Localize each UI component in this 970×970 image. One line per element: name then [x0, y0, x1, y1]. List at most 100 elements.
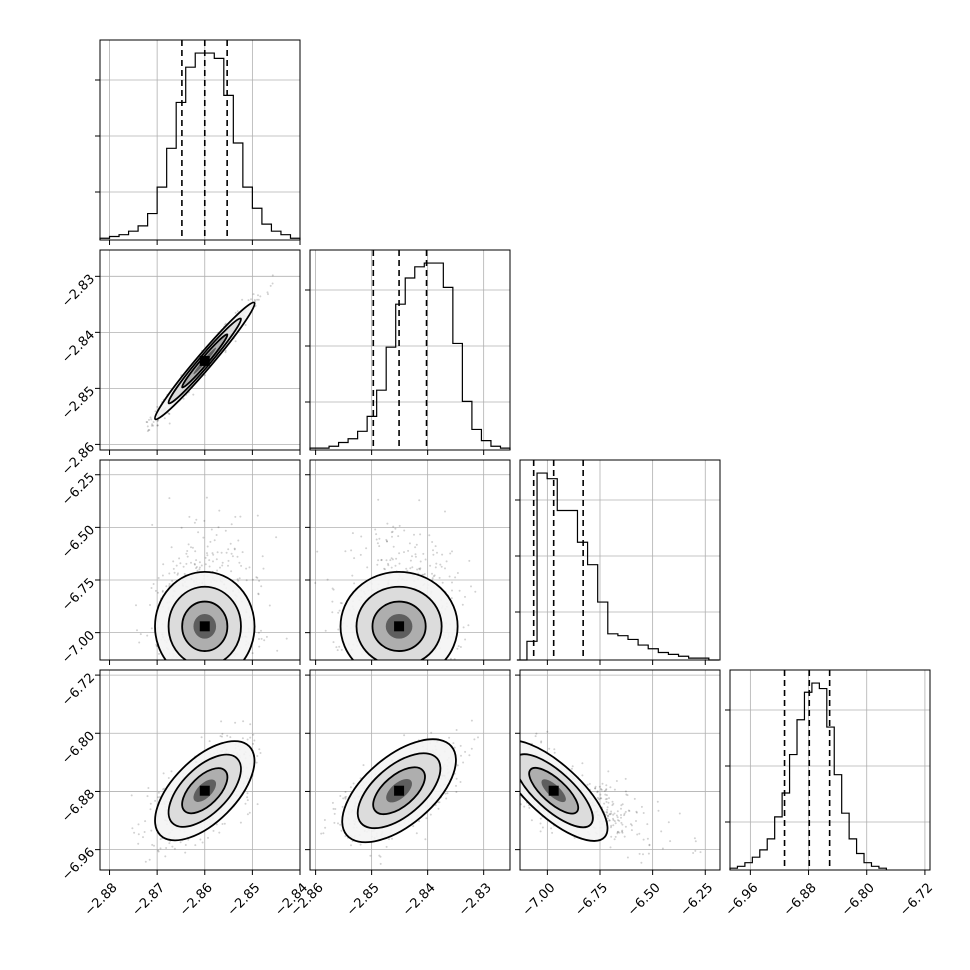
scatter-point	[211, 552, 214, 555]
scatter-point	[386, 522, 389, 525]
scatter-point	[234, 515, 237, 518]
scatter-point	[411, 672, 413, 674]
scatter-point	[375, 533, 378, 536]
scatter-point	[159, 838, 162, 841]
x-tick-label: −2.86	[177, 880, 216, 919]
scatter-point	[453, 746, 456, 749]
scatter-point	[457, 645, 460, 648]
scatter-point	[344, 550, 347, 553]
scatter-point	[209, 540, 212, 543]
scatter-point	[138, 641, 141, 644]
scatter-point	[413, 533, 415, 536]
y-tick-label: −6.96	[59, 845, 98, 884]
scatter-point	[161, 590, 164, 593]
scatter-point	[245, 579, 248, 582]
scatter-point	[344, 797, 347, 800]
scatter-point	[173, 847, 176, 850]
scatter-point	[165, 585, 168, 588]
scatter-point	[387, 562, 389, 565]
scatter-point	[165, 847, 168, 849]
y-tick-label: −2.85	[59, 384, 98, 423]
scatter-point	[179, 841, 182, 844]
scatter-point	[361, 665, 363, 667]
scatter-point	[157, 796, 159, 799]
scatter-point	[332, 641, 335, 644]
scatter-point	[635, 820, 637, 822]
scatter-point	[388, 664, 390, 666]
x-tick-label: −2.84	[400, 880, 439, 919]
scatter-point	[414, 555, 417, 558]
scatter-point	[403, 666, 405, 668]
scatter-point	[213, 539, 216, 542]
scatter-point	[391, 535, 393, 538]
scatter-point	[234, 311, 237, 314]
scatter-point	[230, 570, 233, 573]
scatter-point	[438, 801, 441, 804]
scatter-point	[633, 797, 636, 800]
scatter-point	[217, 681, 219, 683]
scatter-point	[150, 418, 153, 421]
scatter-point	[237, 539, 240, 542]
scatter-point	[359, 553, 362, 556]
scatter-point	[352, 664, 354, 666]
scatter-point	[387, 677, 389, 679]
scatter-point	[212, 553, 215, 556]
scatter-point	[455, 777, 458, 780]
scatter-point	[146, 795, 149, 798]
scatter-panel-0-3: −2.88 −2.87 −2.86 −2.85 −2.84−6.96−6.88−6.80…	[59, 669, 311, 919]
scatter-point	[255, 576, 258, 579]
scatter-point	[186, 555, 189, 558]
scatter-point	[468, 754, 471, 757]
scatter-point	[324, 629, 327, 632]
scatter-point	[231, 555, 234, 558]
scatter-point	[407, 549, 410, 552]
scatter-point	[260, 585, 263, 588]
scatter-point	[342, 797, 345, 800]
scatter-point	[195, 559, 198, 562]
scatter-point	[414, 661, 416, 663]
scatter-point	[403, 529, 406, 532]
scatter-point	[415, 543, 418, 546]
scatter-point	[398, 524, 401, 527]
scatter-point	[452, 661, 454, 663]
density-peak	[394, 621, 405, 632]
scatter-point	[387, 564, 390, 567]
scatter-point	[184, 844, 187, 846]
scatter-point	[145, 666, 147, 668]
scatter-point	[379, 862, 382, 865]
scatter-point	[356, 661, 358, 663]
scatter-point	[418, 567, 420, 570]
scatter-point	[359, 777, 362, 780]
scatter-point	[209, 661, 211, 663]
scatter-point	[336, 649, 339, 652]
scatter-point	[408, 672, 410, 674]
scatter-point	[378, 545, 381, 548]
scatter-point	[156, 424, 159, 427]
scatter-point	[620, 814, 622, 816]
scatter-point	[432, 549, 434, 552]
scatter-point	[234, 665, 236, 667]
y-tick-label: −6.72	[59, 671, 98, 710]
scatter-point	[456, 764, 459, 767]
scatter-point	[212, 560, 214, 563]
scatter-point	[610, 812, 613, 815]
scatter-point	[323, 819, 326, 821]
scatter-point	[474, 590, 477, 593]
scatter-point	[331, 801, 334, 804]
scatter-point	[203, 519, 206, 522]
scatter-point	[339, 795, 342, 797]
scatter-point	[438, 576, 441, 579]
scatter-point	[459, 646, 462, 648]
scatter-point	[383, 567, 386, 570]
scatter-point	[150, 627, 153, 630]
scatter-point	[377, 559, 380, 562]
scatter-point	[423, 573, 426, 575]
scatter-point	[218, 509, 221, 512]
scatter-point	[452, 742, 455, 745]
scatter-point	[397, 535, 400, 538]
scatter-point	[161, 589, 164, 592]
scatter-point	[460, 754, 462, 757]
y-tick-label: −2.84	[59, 328, 98, 367]
scatter-point	[257, 294, 259, 297]
